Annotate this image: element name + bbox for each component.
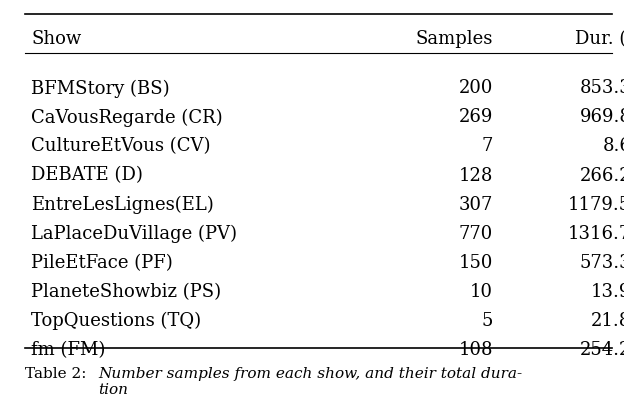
Text: 150: 150 (459, 254, 493, 272)
Text: 21.88: 21.88 (591, 312, 624, 330)
Text: Show: Show (31, 30, 82, 48)
Text: Samples: Samples (416, 30, 493, 48)
Text: EntreLesLignes(EL): EntreLesLignes(EL) (31, 196, 214, 214)
Text: 770: 770 (459, 225, 493, 243)
Text: 108: 108 (459, 341, 493, 359)
Text: PileEtFace (PF): PileEtFace (PF) (31, 254, 173, 272)
Text: Table 2:: Table 2: (25, 366, 87, 381)
Text: 969.84: 969.84 (580, 108, 624, 126)
Text: 7: 7 (482, 137, 493, 156)
Text: CultureEtVous (CV): CultureEtVous (CV) (31, 137, 211, 156)
Text: DEBATE (D): DEBATE (D) (31, 166, 143, 185)
Text: PlaneteShowbiz (PS): PlaneteShowbiz (PS) (31, 283, 222, 301)
Text: Number samples from each show, and their total dura-
tion: Number samples from each show, and their… (99, 366, 523, 397)
Text: 10: 10 (470, 283, 493, 301)
Text: 13.94: 13.94 (591, 283, 624, 301)
Text: TopQuestions (TQ): TopQuestions (TQ) (31, 312, 202, 330)
Text: BFMStory (BS): BFMStory (BS) (31, 79, 170, 97)
Text: 5: 5 (482, 312, 493, 330)
Text: Dur. (s): Dur. (s) (575, 30, 624, 48)
Text: fm (FM): fm (FM) (31, 341, 105, 359)
Text: 254.25: 254.25 (580, 341, 624, 359)
Text: 128: 128 (459, 166, 493, 185)
Text: 1179.53: 1179.53 (568, 196, 624, 214)
Text: CaVousRegarde (CR): CaVousRegarde (CR) (31, 108, 223, 126)
Text: 1316.76: 1316.76 (568, 225, 624, 243)
Text: LaPlaceDuVillage (PV): LaPlaceDuVillage (PV) (31, 225, 237, 243)
Text: 266.22: 266.22 (580, 166, 624, 185)
Text: 200: 200 (459, 79, 493, 97)
Text: 573.33: 573.33 (580, 254, 624, 272)
Text: 8.69: 8.69 (602, 137, 624, 156)
Text: 307: 307 (459, 196, 493, 214)
Text: 853.34: 853.34 (580, 79, 624, 97)
Text: 269: 269 (459, 108, 493, 126)
